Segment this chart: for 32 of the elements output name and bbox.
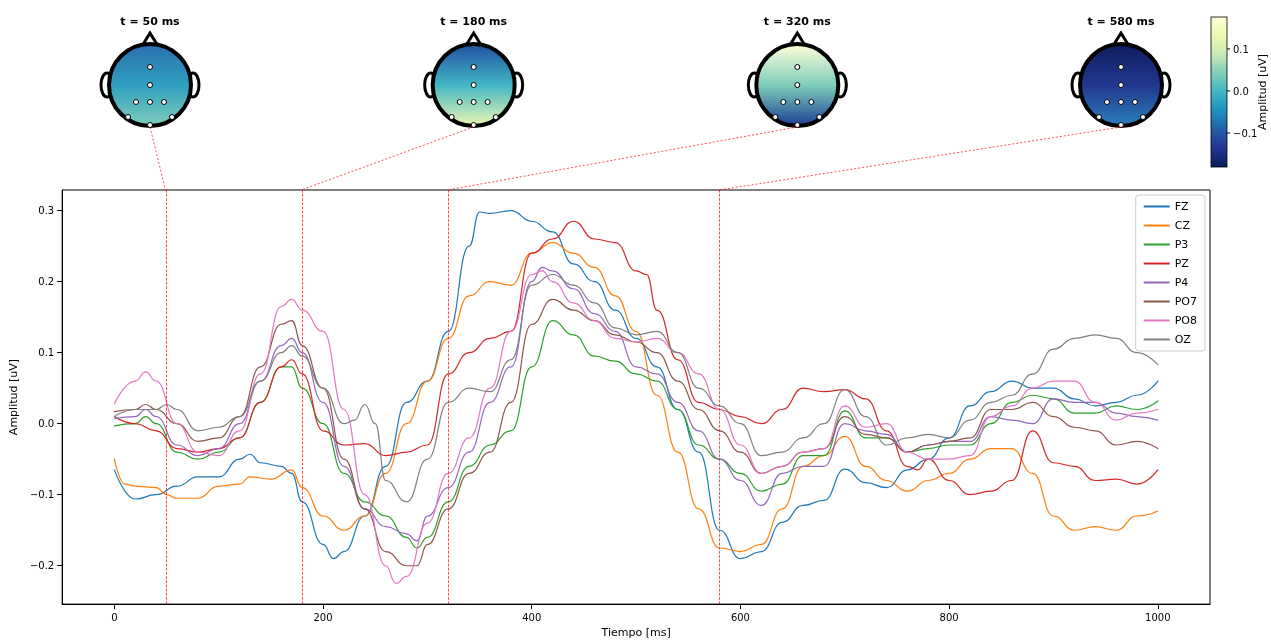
legend-label: P4: [1174, 276, 1189, 289]
legend-label: PZ: [1174, 257, 1190, 270]
x-tick-label: 1000: [1145, 611, 1171, 623]
color-bar-label: 0.1: [1233, 43, 1249, 55]
y-tick-label: 0.2: [38, 276, 55, 288]
text: t = 180 ms: [440, 15, 508, 28]
x-axis-title: Tiempo [ms]: [600, 626, 671, 639]
legend-label: PO8: [1174, 314, 1198, 327]
x-tick-label: 0: [111, 611, 118, 623]
y-tick-label: −0.2: [29, 560, 55, 572]
y-axis-title: Amplitud [uV]: [7, 358, 20, 436]
text: t = 50 ms: [120, 15, 181, 28]
x-tick-label: 400: [522, 611, 542, 623]
line-series: [113, 273, 1159, 503]
y-tick-label: 0.3: [38, 205, 55, 217]
legend-label: P3: [1174, 238, 1189, 251]
legend-label: CZ: [1174, 219, 1191, 232]
color-bar-label: 0.0: [1233, 85, 1249, 97]
text: t = 320 ms: [763, 15, 832, 28]
legend-label: FZ: [1174, 200, 1190, 213]
y-tick-label: −0.1: [29, 489, 55, 501]
color-bar-title: Amplitud [uV]: [1256, 53, 1269, 131]
x-tick-label: 200: [313, 611, 333, 623]
legend-label: PO7: [1174, 295, 1198, 308]
line-series: [113, 220, 1159, 496]
x-tick-label: 600: [730, 611, 750, 623]
y-tick-label: 0.1: [38, 347, 55, 359]
text: t = 580 ms: [1087, 15, 1155, 28]
legend-label: OZ: [1174, 333, 1192, 346]
y-tick-label: 0.0: [38, 418, 55, 430]
x-tick-label: 800: [939, 611, 959, 623]
color-bar-label: −0.1: [1233, 127, 1258, 139]
